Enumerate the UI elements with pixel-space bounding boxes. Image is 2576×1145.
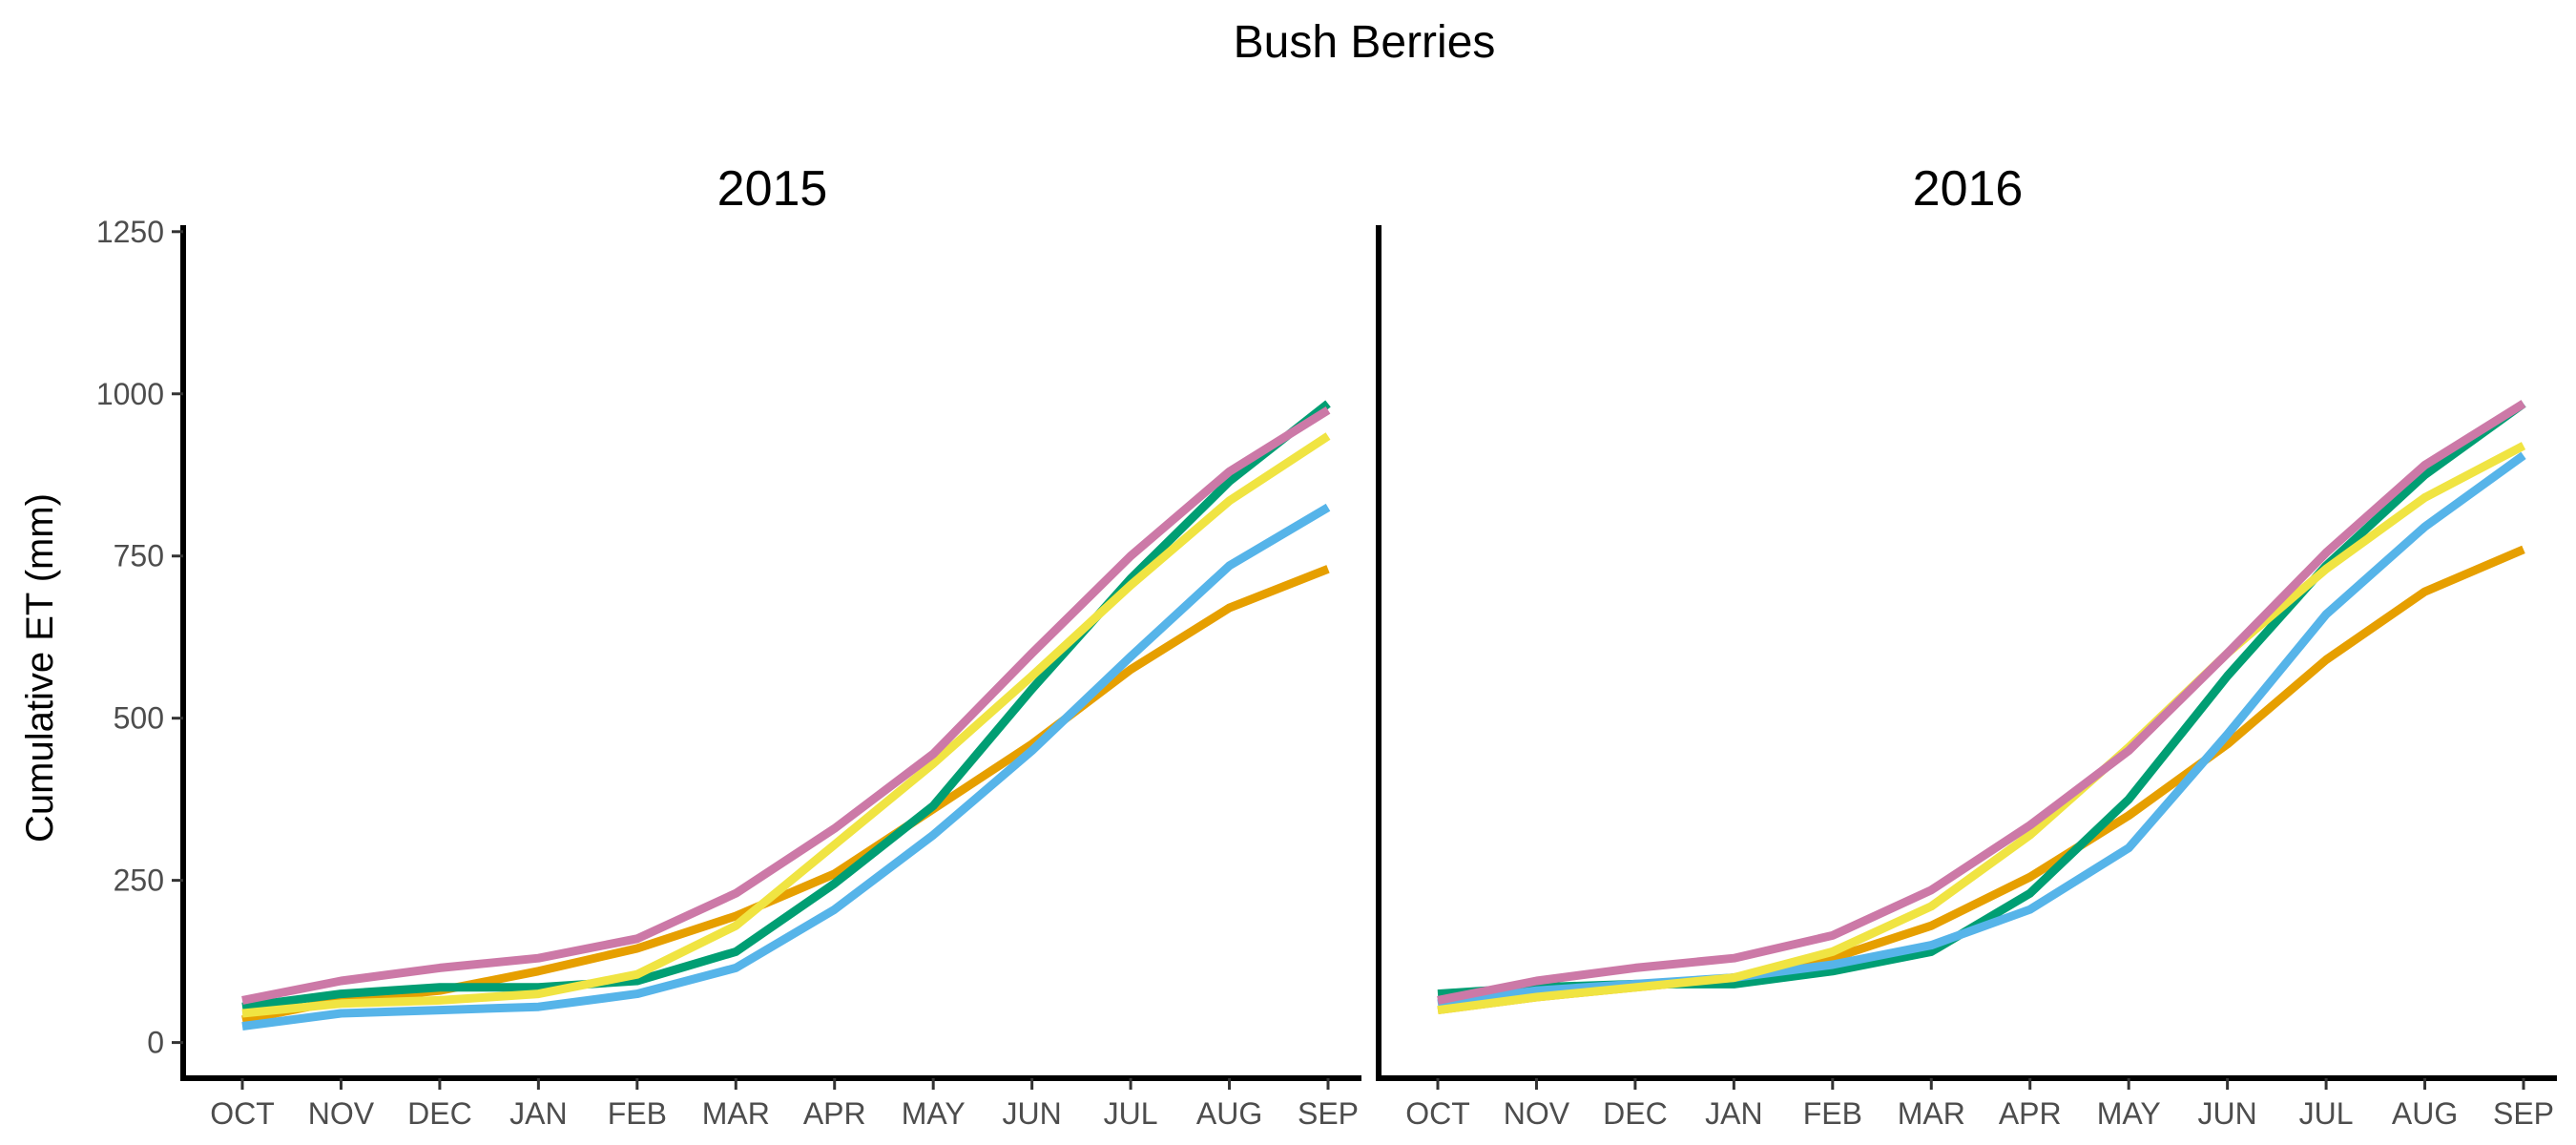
x-tick-label: JUN (1003, 1096, 1062, 1131)
x-tick-label: APR (803, 1096, 866, 1131)
x-tick-label: AUG (2392, 1096, 2458, 1131)
x-tick-label: MAR (702, 1096, 770, 1131)
y-tick-label: 1000 (96, 377, 164, 411)
x-tick-label: DEC (407, 1096, 472, 1131)
series-line-4 (1437, 442, 2526, 1015)
panel-title: 2016 (1913, 161, 2024, 217)
y-tick-label: 250 (114, 864, 164, 898)
series-line-3 (241, 503, 1331, 1031)
series-line-5 (1437, 400, 2526, 1005)
x-tick-label: JUL (2299, 1096, 2354, 1131)
panel-2015: 2015 0 250 500 750 1000 1250 OCT NOV DEC JAN FEB MAR… (96, 161, 1361, 1131)
series-line-2 (241, 400, 1331, 1011)
x-tick-label: APR (1999, 1096, 2062, 1131)
y-tick-label: 750 (114, 539, 164, 573)
x-tick-label: JAN (1705, 1096, 1762, 1131)
panel-title: 2015 (717, 161, 828, 217)
panel-2016: 2016 OCT NOV DEC JAN FEB MAR APR MAY JUN JUL AUG SEP (1376, 161, 2557, 1131)
series-line-4 (241, 432, 1331, 1018)
x-tick-label: FEB (1803, 1096, 1862, 1131)
y-tick-label: 1250 (96, 215, 164, 249)
x-tick-label: AUG (1196, 1096, 1262, 1131)
x-tick-label: MAY (902, 1096, 966, 1131)
chart-title: Bush Berries (1234, 17, 1496, 68)
x-tick-label: NOV (1504, 1096, 1570, 1131)
y-tick-label: 500 (114, 701, 164, 736)
x-tick-label: FEB (608, 1096, 667, 1131)
panels: 2015 0 250 500 750 1000 1250 OCT NOV DEC JAN FEB MAR… (96, 161, 2557, 1131)
series-line-5 (241, 406, 1331, 1005)
x-tick-label: JAN (509, 1096, 567, 1131)
series-line-1 (1437, 545, 2525, 1015)
y-axis-label: Cumulative ET (mm) (19, 493, 61, 843)
x-tick-label: NOV (308, 1096, 375, 1131)
x-tick-label: MAR (1898, 1096, 1965, 1131)
x-tick-label: DEC (1603, 1096, 1668, 1131)
y-tick-label: 0 (147, 1026, 164, 1060)
x-tick-label: SEP (1298, 1096, 1359, 1131)
x-tick-label: JUL (1104, 1096, 1158, 1131)
x-tick-label: MAY (2097, 1096, 2161, 1131)
x-tick-label: OCT (1405, 1096, 1470, 1131)
series-line-1 (241, 565, 1330, 1025)
x-tick-label: OCT (210, 1096, 275, 1131)
x-tick-label: SEP (2493, 1096, 2554, 1131)
x-tick-label: JUN (2198, 1096, 2257, 1131)
